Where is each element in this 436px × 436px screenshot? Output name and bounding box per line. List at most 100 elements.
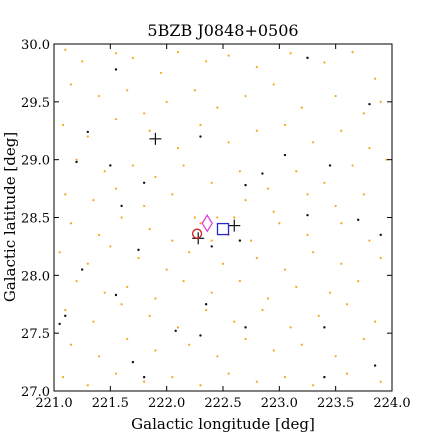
orange-point	[362, 193, 365, 196]
orange-point	[244, 337, 247, 341]
y-tick-label: 27.5	[21, 327, 50, 342]
black-point	[58, 322, 61, 326]
orange-point	[306, 193, 309, 196]
orange-point	[126, 337, 129, 341]
orange-point	[238, 280, 241, 283]
orange-point	[244, 199, 247, 202]
x-axis-label: Galactic longitude [deg]	[131, 415, 315, 433]
orange-point	[131, 164, 134, 167]
orange-point	[143, 204, 146, 208]
black-point	[368, 102, 371, 106]
orange-point	[300, 106, 303, 109]
orange-point	[176, 50, 180, 54]
black-point	[199, 334, 202, 337]
black-point	[114, 68, 118, 71]
black-point	[86, 130, 90, 134]
orange-point	[272, 83, 275, 86]
orange-point	[283, 376, 287, 379]
orange-point	[193, 89, 196, 92]
orange-point	[199, 123, 202, 127]
orange-point	[210, 239, 213, 242]
orange-point	[238, 170, 241, 173]
red-circle-marker	[191, 228, 203, 239]
y-axis-label: Galactic latitude [deg]	[1, 132, 19, 302]
orange-point	[272, 349, 275, 352]
orange-point	[340, 222, 343, 225]
orange-point	[317, 314, 320, 317]
chart-title: 5BZB J0848+0506	[147, 21, 298, 40]
orange-point	[165, 268, 168, 271]
x-tick-label: 223.0	[261, 396, 298, 411]
black-point	[283, 153, 287, 157]
orange-point	[227, 372, 230, 375]
orange-point	[64, 193, 67, 196]
y-tick-label: 30.0	[21, 38, 50, 53]
orange-point	[345, 372, 349, 375]
black-point	[306, 213, 309, 217]
orange-point	[283, 268, 287, 271]
black-point	[323, 326, 326, 329]
orange-point	[148, 314, 151, 317]
orange-point	[126, 89, 129, 92]
orange-point	[266, 187, 270, 190]
orange-point	[61, 123, 65, 127]
orange-point	[86, 135, 89, 138]
orange-point	[114, 372, 118, 375]
orange-point	[334, 355, 337, 358]
orange-point	[188, 343, 191, 346]
orange-point	[227, 54, 230, 57]
y-tick-label: 29.0	[21, 154, 50, 169]
x-tick-label: 224.0	[373, 396, 410, 411]
orange-point	[255, 256, 258, 260]
orange-point	[148, 129, 151, 132]
black-point	[131, 360, 135, 364]
orange-point	[182, 164, 185, 167]
orange-point	[340, 129, 343, 132]
y-tick-label: 28.5	[21, 212, 50, 227]
orange-point	[120, 216, 123, 219]
orange-point	[176, 147, 180, 150]
orange-point	[379, 380, 382, 383]
orange-point	[64, 48, 67, 51]
black-point	[142, 375, 146, 379]
black-point	[109, 164, 112, 167]
orange-point	[272, 210, 275, 213]
orange-point	[306, 233, 309, 236]
orange-point	[295, 170, 298, 173]
black-point	[204, 303, 208, 306]
black-point	[137, 248, 140, 252]
orange-point	[233, 320, 236, 323]
black-point	[210, 245, 213, 248]
orange-point	[205, 60, 208, 63]
orange-point	[154, 297, 157, 300]
orange-point	[221, 262, 225, 265]
orange-point	[334, 204, 337, 208]
orange-point	[75, 280, 78, 283]
orange-point	[255, 380, 258, 383]
black-point	[199, 135, 202, 138]
orange-point	[188, 251, 191, 254]
black-point	[323, 375, 326, 379]
orange-point	[300, 343, 303, 346]
orange-point	[143, 112, 146, 115]
orange-point	[283, 123, 287, 127]
x-tick-label: 223.5	[317, 396, 354, 411]
y-tick-label: 29.5	[21, 96, 50, 111]
orange-point	[193, 216, 196, 219]
orange-point	[357, 280, 360, 283]
orange-point	[131, 56, 134, 59]
black-point	[120, 204, 123, 208]
black-point	[174, 329, 177, 333]
orange-point	[81, 60, 84, 63]
black-point	[261, 172, 264, 175]
orange-point	[97, 355, 101, 358]
orange-point	[233, 216, 236, 219]
orange-point	[368, 147, 371, 150]
x-tick-label: 221.0	[35, 396, 72, 411]
orange-point	[379, 256, 382, 260]
orange-point	[137, 256, 140, 260]
orange-point	[171, 376, 174, 379]
orange-point	[266, 297, 270, 300]
axis-ticks: 221.0 221.5 222.0 222.5 223.0 223.5 224.0 27.0 2…	[21, 38, 411, 411]
orange-point	[182, 280, 185, 283]
